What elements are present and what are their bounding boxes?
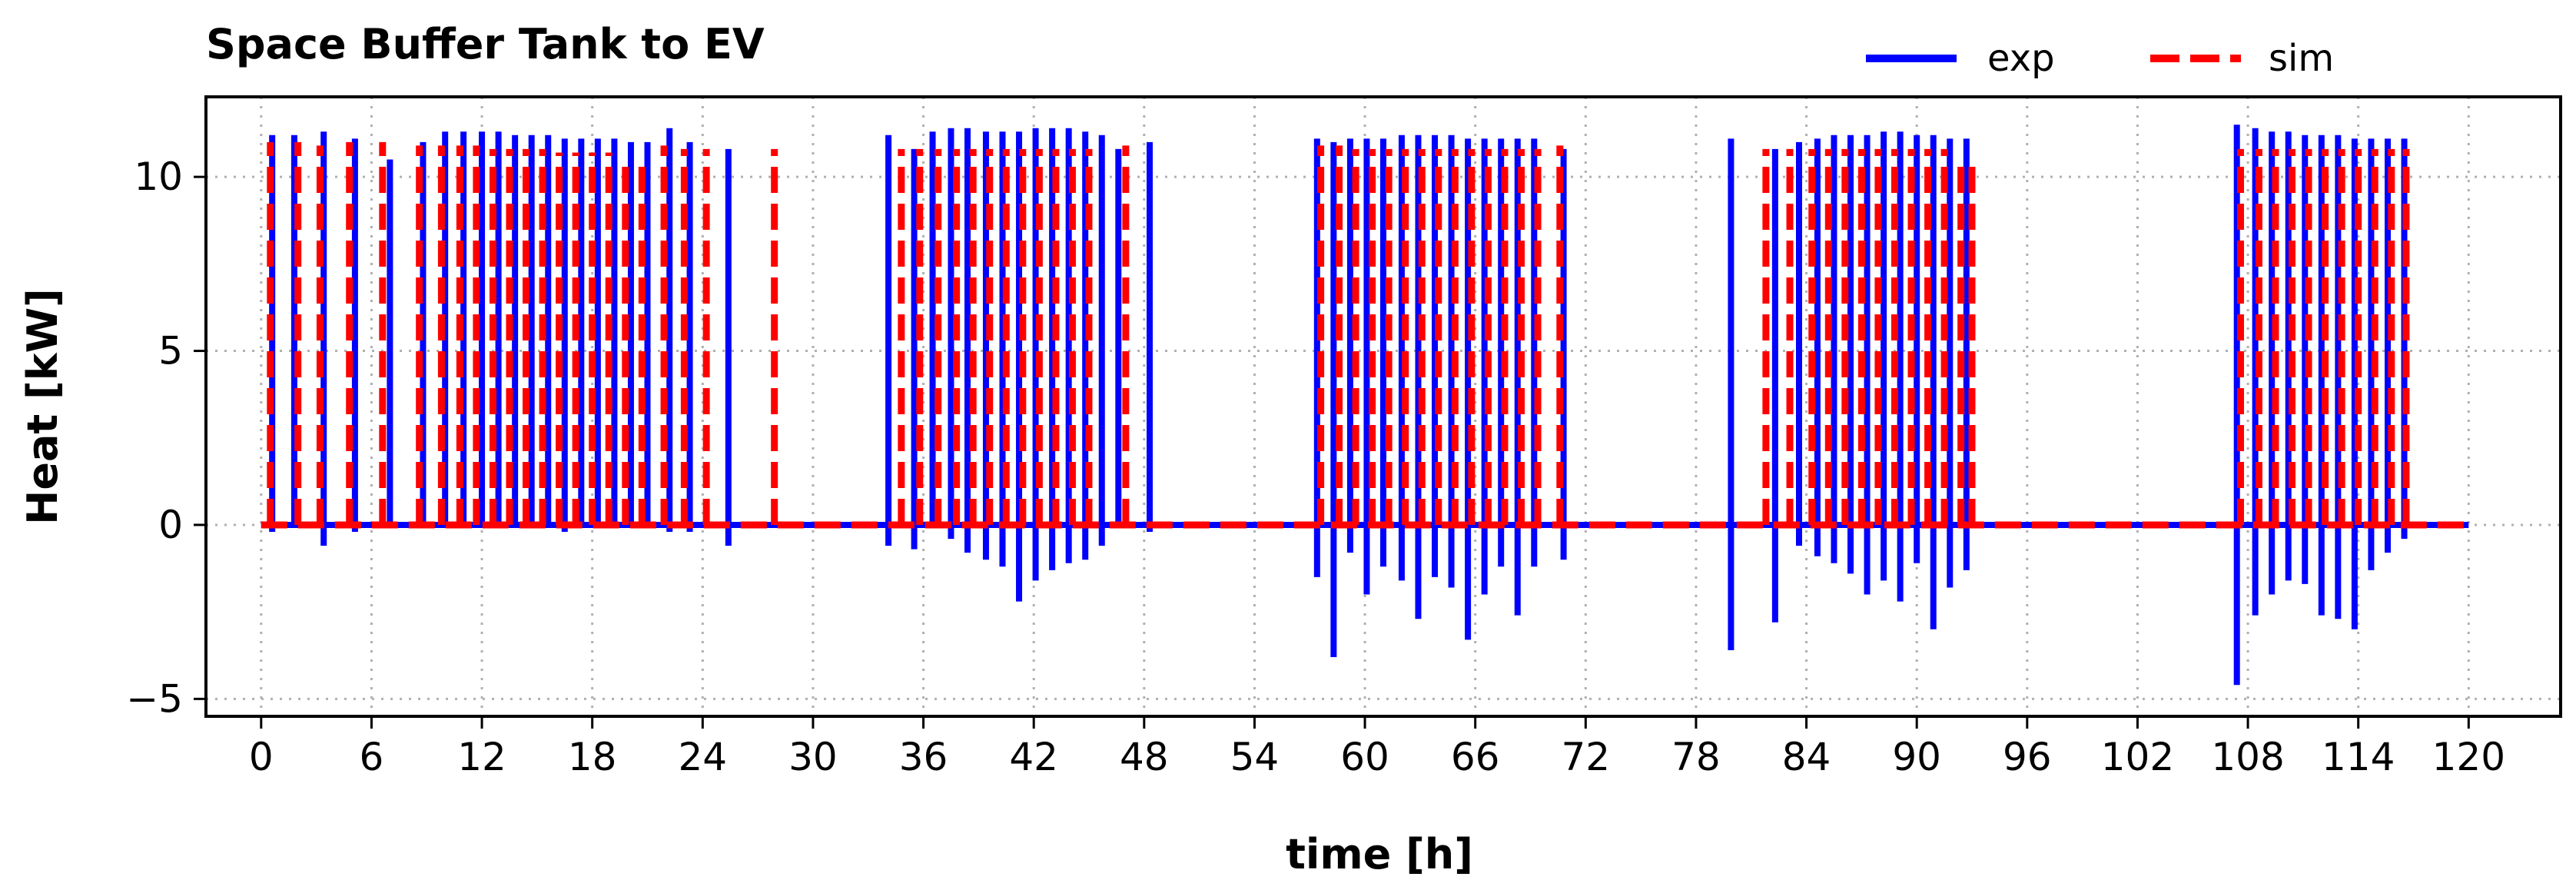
x-tick-label: 78 [1671, 735, 1721, 779]
x-tick-label: 72 [1562, 735, 1611, 779]
x-tick-label: 102 [2101, 735, 2174, 779]
y-tick-label: −5 [126, 676, 183, 721]
x-tick-label: 84 [1782, 735, 1831, 779]
chart-title: Space Buffer Tank to EV [206, 20, 765, 68]
x-axis-label: time [h] [1286, 830, 1473, 878]
legend: exp sim [1866, 37, 2334, 80]
x-tick-label: 66 [1451, 735, 1500, 779]
y-tick-label: 5 [158, 329, 183, 374]
legend-label-exp: exp [1987, 37, 2055, 80]
x-tick-label: 30 [788, 735, 838, 779]
x-tick-label: 42 [1009, 735, 1058, 779]
y-tick-label: 10 [134, 154, 183, 199]
plot-frame [204, 95, 2562, 718]
x-tick-label: 90 [1892, 735, 1941, 779]
x-tick-label: 114 [2322, 735, 2395, 779]
series-sim [261, 141, 2469, 529]
x-tick-label: 6 [360, 735, 384, 779]
x-tick-label: 96 [2003, 735, 2052, 779]
x-tick-label: 18 [568, 735, 617, 779]
y-tick-label: 0 [158, 503, 183, 547]
series-layer [261, 125, 2469, 686]
x-tick-label: 0 [249, 735, 274, 779]
axis-ticks: 0 6 12 18 24 30 36 42 48 54 60 66 72 78 84 90 96 102 108 11… [126, 154, 2505, 779]
x-tick-label: 48 [1120, 735, 1169, 779]
x-tick-label: 24 [679, 735, 728, 779]
legend-label-sim: sim [2269, 37, 2334, 80]
y-axis-label: Heat [kW] [18, 288, 67, 525]
x-tick-label: 120 [2432, 735, 2505, 779]
series-exp [261, 125, 2469, 686]
x-tick-label: 54 [1230, 735, 1280, 779]
x-tick-label: 60 [1340, 735, 1389, 779]
x-tick-label: 36 [899, 735, 948, 779]
x-tick-label: 108 [2211, 735, 2284, 779]
x-tick-label: 12 [457, 735, 506, 779]
